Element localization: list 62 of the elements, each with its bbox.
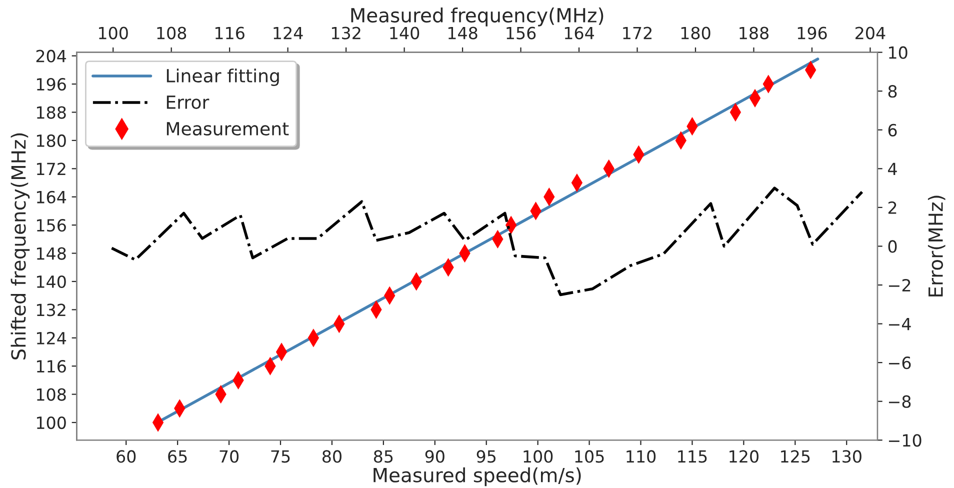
x2-tick-label: 140: [390, 26, 420, 40]
x2-tick-label: 100: [99, 26, 128, 40]
y-tick-label: 164: [37, 190, 66, 204]
y2-tick-label: 8: [888, 85, 897, 98]
x-tick-label: 80: [322, 450, 342, 463]
legend-label: Linear fitting: [166, 68, 279, 86]
y-tick-label: 156: [37, 219, 66, 232]
y2-tick-label: 0: [888, 240, 897, 253]
x-tick-label: 95: [476, 450, 496, 463]
x2-tick-label: 204: [856, 26, 886, 40]
x2-tick-label: 108: [157, 26, 186, 40]
legend-label: Error: [166, 96, 210, 110]
y-tick-label: 108: [37, 388, 66, 401]
x-tick-label: 70: [220, 450, 239, 463]
y2-tick-label: 6: [888, 124, 897, 136]
y-tick-label: 132: [37, 304, 66, 316]
y-tick-label: 204: [36, 50, 66, 62]
x2-tick-label: 164: [564, 26, 594, 40]
x2-tick-label: 180: [681, 26, 710, 40]
y2-axis-title: Error(MHz): [928, 196, 946, 296]
y-tick-label: 148: [37, 247, 66, 260]
y2-tick-label: −6: [888, 356, 911, 370]
y-tick-label: 196: [37, 78, 66, 91]
x-tick-label: 105: [575, 450, 604, 463]
x-tick-label: 125: [781, 450, 810, 463]
y2-tick-label: 2: [888, 201, 896, 214]
x2-tick-label: 132: [332, 26, 360, 40]
x2-tick-label: 188: [740, 26, 768, 40]
x-tick-label: 100: [524, 450, 553, 463]
y2-tick-label: −4: [888, 318, 911, 330]
line-series: [110, 186, 864, 296]
x-axis-title: Measured speed(m/s): [374, 467, 581, 486]
legend-label: Measurement: [166, 122, 289, 136]
y2-tick-label: 4: [888, 162, 897, 175]
x-tick-label: 90: [425, 450, 444, 463]
y2-tick-label: −8: [888, 395, 911, 408]
x-tick-label: 65: [168, 450, 187, 463]
x2-tick-label: 156: [506, 26, 536, 40]
y2-tick-label: 10: [889, 46, 908, 59]
x-tick-label: 120: [730, 450, 758, 463]
x2-tick-label: 124: [274, 26, 303, 40]
y-tick-label: 180: [37, 134, 66, 148]
x2-tick-label: 196: [798, 26, 827, 40]
x-tick-label: 60: [116, 450, 136, 463]
y-tick-label: 188: [37, 106, 66, 119]
x2-tick-label: 116: [216, 26, 244, 40]
x-tick-label: 75: [271, 450, 290, 463]
y-tick-label: 124: [37, 332, 66, 344]
y-tick-label: 140: [37, 275, 66, 288]
x2-tick-label: 172: [623, 26, 652, 40]
x2-axis-title: Measured frequency(MHz): [351, 8, 604, 26]
x-tick-label: 110: [626, 450, 656, 463]
y-tick-label: 116: [37, 360, 66, 373]
y-tick-label: 172: [37, 162, 66, 175]
y2-tick-label: −10: [888, 434, 922, 447]
x-tick-label: 130: [832, 450, 862, 463]
y-axis-title: Shifted frequency(MHz): [10, 133, 30, 360]
x-tick-label: 85: [374, 450, 393, 463]
x-tick-label: 115: [678, 450, 707, 463]
y-tick-label: 100: [37, 416, 66, 430]
y2-tick-label: −2: [888, 278, 910, 292]
x2-tick-label: 148: [448, 26, 478, 40]
